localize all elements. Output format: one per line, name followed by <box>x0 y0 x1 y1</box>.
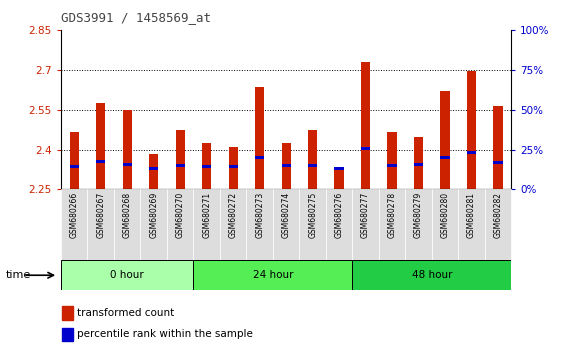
Bar <box>123 110 132 189</box>
Text: transformed count: transformed count <box>77 308 174 318</box>
Bar <box>175 164 185 167</box>
Bar <box>335 166 344 170</box>
Bar <box>228 165 238 169</box>
Bar <box>193 189 220 260</box>
Text: GSM680279: GSM680279 <box>414 192 423 238</box>
Bar <box>432 189 458 260</box>
Bar <box>493 106 503 189</box>
Bar <box>282 164 290 167</box>
Text: GSM680274: GSM680274 <box>282 192 290 238</box>
Bar <box>202 165 211 169</box>
Bar <box>406 189 432 260</box>
Text: GDS3991 / 1458569_at: GDS3991 / 1458569_at <box>61 11 211 24</box>
Text: time: time <box>6 270 31 280</box>
Bar <box>220 189 246 260</box>
Bar <box>326 189 352 260</box>
Bar <box>193 260 352 290</box>
Bar <box>308 164 317 167</box>
Text: GSM680266: GSM680266 <box>70 192 79 238</box>
Bar <box>335 167 344 189</box>
Bar <box>62 307 73 320</box>
Text: 48 hour: 48 hour <box>411 270 452 280</box>
Bar <box>149 154 159 189</box>
Bar <box>70 132 79 189</box>
Bar <box>467 71 476 189</box>
Bar <box>88 189 114 260</box>
Bar <box>255 87 264 189</box>
Bar <box>96 160 105 163</box>
Bar <box>388 164 397 167</box>
Text: GSM680277: GSM680277 <box>361 192 370 238</box>
Text: GSM680267: GSM680267 <box>96 192 105 238</box>
Text: GSM680271: GSM680271 <box>202 192 211 238</box>
Bar <box>352 189 379 260</box>
Text: 0 hour: 0 hour <box>110 270 144 280</box>
Bar <box>467 151 476 154</box>
Text: GSM680269: GSM680269 <box>149 192 158 238</box>
Bar <box>167 189 193 260</box>
Bar <box>388 132 397 189</box>
Bar <box>485 189 511 260</box>
Text: GSM680282: GSM680282 <box>493 192 503 238</box>
Bar <box>299 189 326 260</box>
Bar <box>458 189 485 260</box>
Bar <box>141 189 167 260</box>
Text: GSM680268: GSM680268 <box>123 192 132 238</box>
Bar <box>62 327 73 341</box>
Bar <box>175 130 185 189</box>
Bar <box>414 137 423 189</box>
Bar <box>282 143 290 189</box>
Bar <box>149 166 159 170</box>
Bar <box>493 161 503 164</box>
Bar <box>440 156 450 159</box>
Text: GSM680273: GSM680273 <box>255 192 264 238</box>
Bar <box>361 62 370 189</box>
Text: percentile rank within the sample: percentile rank within the sample <box>77 330 253 339</box>
Text: 24 hour: 24 hour <box>253 270 293 280</box>
Bar <box>228 147 238 189</box>
Text: GSM680275: GSM680275 <box>308 192 317 238</box>
Bar <box>70 165 79 169</box>
Bar <box>96 103 105 189</box>
Bar <box>273 189 299 260</box>
Bar <box>61 189 88 260</box>
Bar <box>123 162 132 166</box>
Text: GSM680280: GSM680280 <box>440 192 450 238</box>
Bar <box>361 147 370 150</box>
Text: GSM680281: GSM680281 <box>467 192 476 238</box>
Bar <box>352 260 511 290</box>
Bar <box>114 189 141 260</box>
Bar <box>246 189 273 260</box>
Bar <box>202 143 211 189</box>
Bar <box>379 189 406 260</box>
Text: GSM680278: GSM680278 <box>388 192 397 238</box>
Text: GSM680270: GSM680270 <box>175 192 185 238</box>
Bar <box>308 130 317 189</box>
Bar <box>440 91 450 189</box>
Bar <box>61 260 193 290</box>
Text: GSM680272: GSM680272 <box>229 192 238 238</box>
Text: GSM680276: GSM680276 <box>335 192 343 238</box>
Bar <box>414 162 423 166</box>
Bar <box>255 156 264 159</box>
